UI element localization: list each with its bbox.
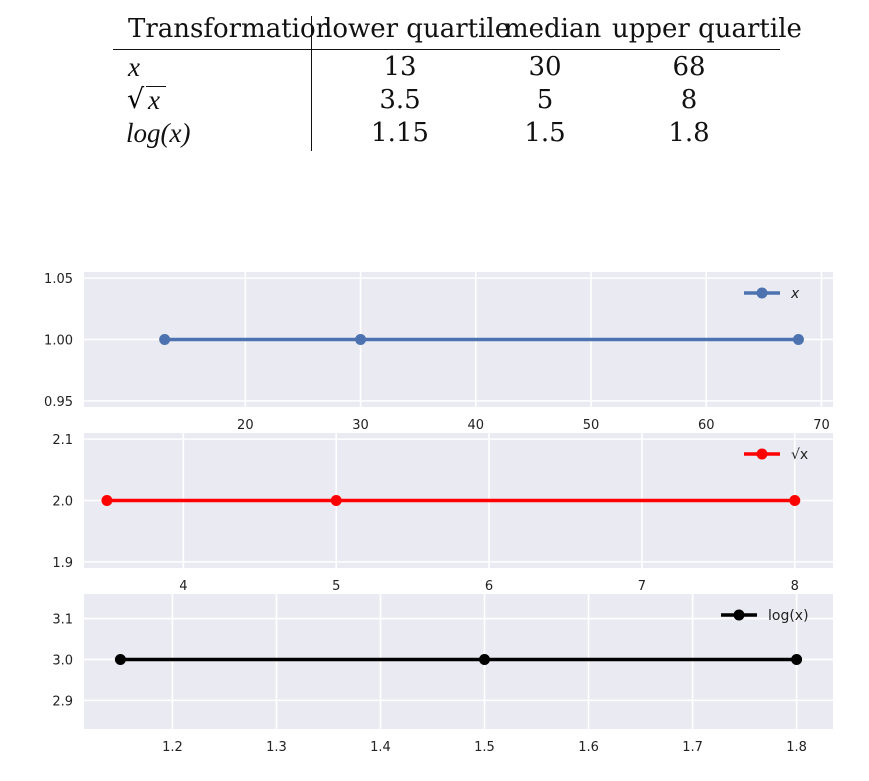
- x-tick-label: 8: [791, 579, 799, 594]
- x-tick-label: 1.5: [474, 740, 495, 755]
- table-cell: 3.5: [379, 85, 421, 115]
- table-cell: 68: [672, 52, 706, 82]
- plot-area: [84, 594, 833, 729]
- quartile-table: Transformation lower quartile median upp…: [0, 0, 869, 160]
- data-point: [330, 495, 342, 506]
- table-header-transformation: Transformation: [128, 14, 333, 44]
- data-point: [355, 334, 367, 345]
- data-point: [792, 334, 804, 345]
- sqrt-vinculum: [146, 86, 166, 87]
- data-point: [159, 334, 171, 345]
- x-tick-label: 1.8: [786, 740, 807, 755]
- x-tick-label: 5: [332, 579, 340, 594]
- x-tick-label: 1.3: [266, 740, 287, 755]
- y-tick-label: 1.9: [52, 556, 73, 571]
- y-tick-label: 1.00: [44, 334, 73, 349]
- table-cell: 1.15: [371, 118, 429, 148]
- table-cell: 1.8: [668, 118, 710, 148]
- table-row-label-sqrt-x: x: [148, 85, 160, 115]
- x-tick-label: 50: [583, 418, 600, 433]
- y-tick-label: 2.1: [52, 433, 73, 448]
- legend-marker: [733, 609, 745, 621]
- y-tick-label: 2.9: [52, 694, 73, 709]
- x-tick-label: 40: [468, 418, 485, 433]
- y-tick-label: 3.1: [52, 613, 73, 628]
- table-cell: 5: [536, 85, 554, 115]
- data-point: [789, 495, 801, 506]
- table-header-median: median: [504, 14, 602, 44]
- x-tick-label: 7: [638, 579, 646, 594]
- x-tick-label: 6: [485, 579, 493, 594]
- y-tick-label: 0.95: [44, 395, 73, 410]
- table-row-label-log-x: log(x): [126, 118, 191, 148]
- data-point: [791, 653, 803, 665]
- chart-panel-3: 1.2 1.3 1.4 1.5 1.6 1.7 1.8 2.9 3.0 3.1 log(x): [52, 594, 833, 755]
- table-cell: 1.5: [524, 118, 566, 148]
- table-column-divider: [311, 16, 312, 151]
- x-tick-label: 30: [352, 418, 369, 433]
- table-header-upper-quartile: upper quartile: [612, 14, 802, 44]
- sqrt-symbol: √: [127, 84, 145, 115]
- x-tick-label: 1.6: [578, 740, 599, 755]
- legend-label: log(x): [768, 608, 809, 624]
- legend-label: x: [790, 286, 800, 302]
- data-point: [101, 495, 113, 506]
- x-tick-label: 60: [698, 418, 715, 433]
- table-header-rule: [113, 49, 780, 50]
- table-header-lower-quartile: lower quartile: [324, 14, 511, 44]
- legend-marker: [756, 287, 768, 299]
- table-row-label-x: x: [128, 52, 140, 82]
- chart-panel-2: 4 5 6 7 8 1.9 2.0 2.1 √x: [52, 433, 833, 594]
- table-cell: 30: [528, 52, 562, 82]
- data-point: [479, 653, 491, 665]
- y-tick-label: 3.0: [52, 653, 73, 668]
- table-cell: 13: [383, 52, 417, 82]
- y-tick-label: 1.05: [44, 272, 73, 287]
- data-point: [114, 653, 126, 665]
- x-tick-label: 1.2: [162, 740, 183, 755]
- y-tick-label: 2.0: [52, 495, 73, 510]
- chart-panel-1: 20 30 40 50 60 70 0.95 1.00 1.05 x: [44, 272, 833, 433]
- x-tick-label: 4: [179, 579, 187, 594]
- legend-label: √x: [791, 447, 808, 463]
- x-tick-label: 20: [237, 418, 254, 433]
- x-tick-label: 1.7: [682, 740, 703, 755]
- x-tick-label: 70: [813, 418, 830, 433]
- table-cell: 8: [680, 85, 698, 115]
- x-tick-label: 1.4: [370, 740, 391, 755]
- legend-marker: [756, 448, 768, 460]
